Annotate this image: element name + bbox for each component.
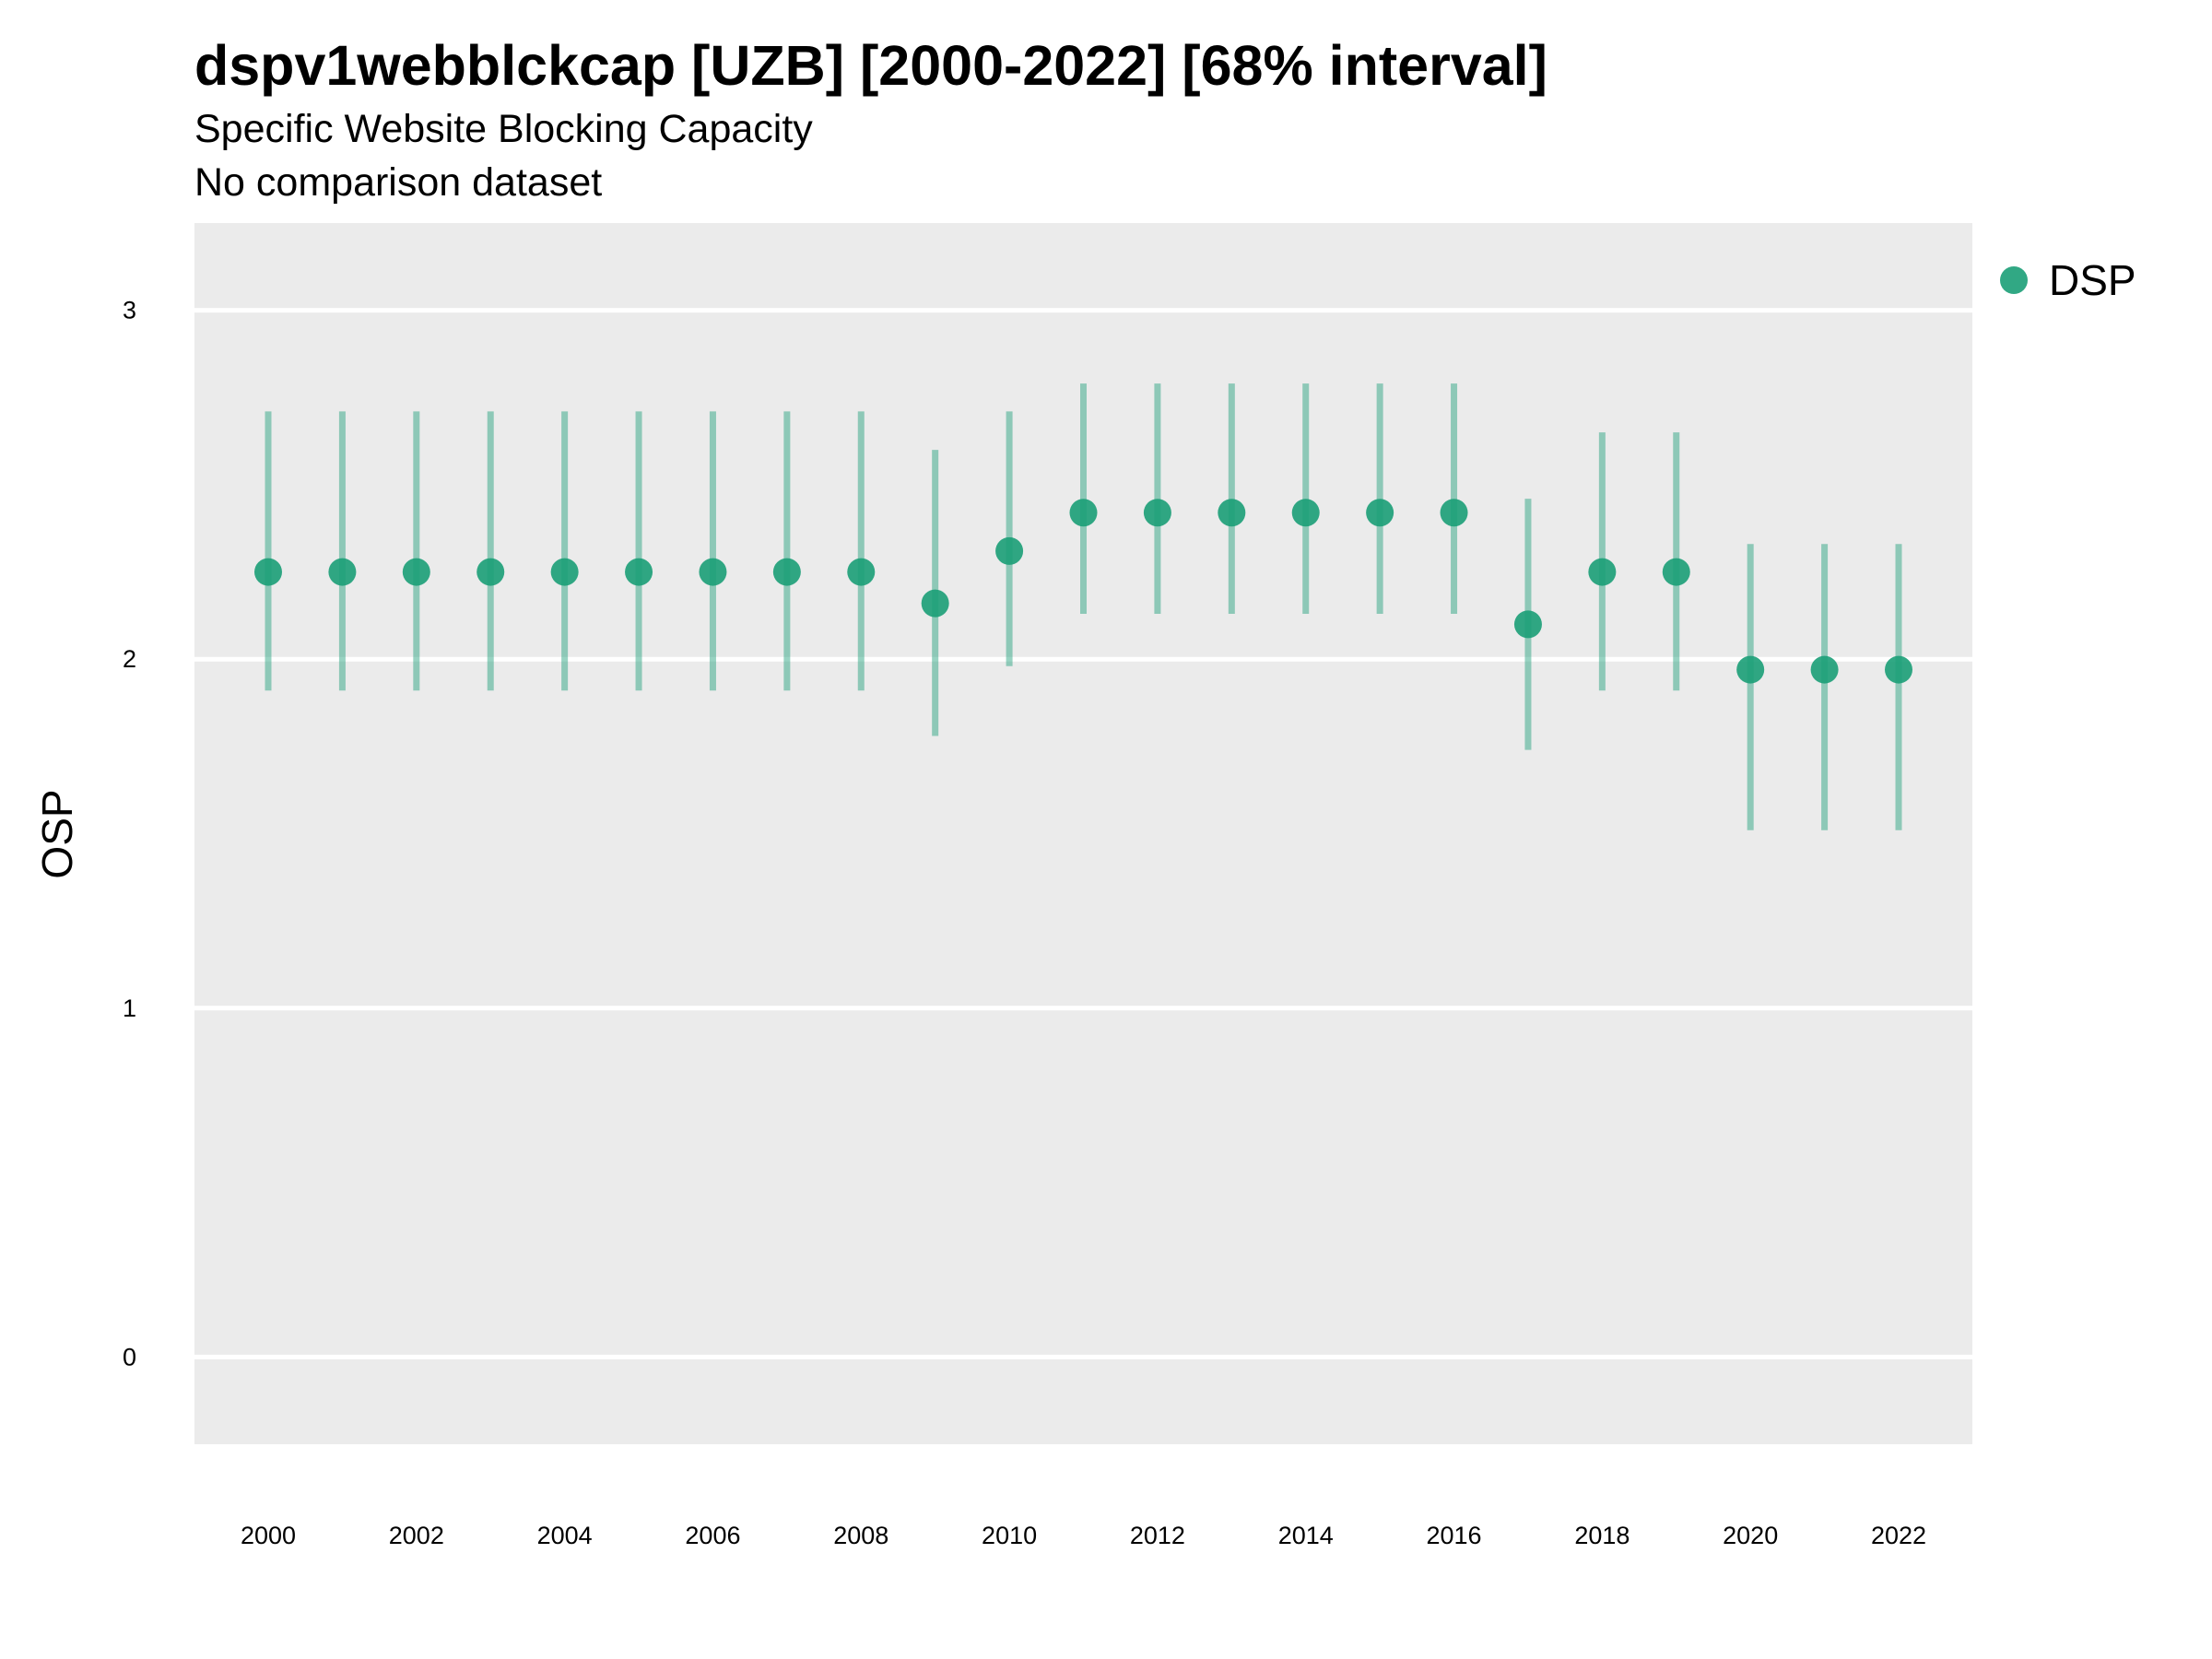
chart-caption: No comparison dataset — [194, 160, 603, 205]
data-point-2000 — [254, 558, 282, 586]
data-point-2001 — [328, 558, 357, 586]
data-point-2016 — [1440, 499, 1468, 527]
data-points — [254, 499, 1912, 684]
data-point-2018 — [1588, 558, 1617, 586]
data-point-2019 — [1662, 558, 1690, 586]
legend-dsp-marker-icon — [2000, 266, 2028, 294]
x-tick-label: 2006 — [685, 1522, 740, 1549]
data-point-2011 — [1069, 499, 1098, 527]
data-point-2003 — [477, 558, 505, 586]
data-point-2014 — [1291, 499, 1320, 527]
x-tick-label: 2018 — [1574, 1522, 1630, 1549]
chart-title: dspv1webblckcap [UZB] [2000-2022] [68% i… — [194, 34, 1547, 97]
legend-label: DSP — [2049, 256, 2136, 304]
data-point-2004 — [550, 558, 579, 586]
x-tick-label: 2008 — [833, 1522, 888, 1549]
data-point-2017 — [1513, 610, 1542, 639]
x-tick-label: 2014 — [1278, 1522, 1334, 1549]
x-tick-label: 2020 — [1723, 1522, 1778, 1549]
x-tick-label: 2002 — [389, 1522, 444, 1549]
error-bars — [265, 383, 1902, 830]
x-axis-ticks: 2000 2002 2004 2006 2008 2010 2012 2014 2016 2018… — [241, 1522, 1926, 1549]
x-tick-label: 2000 — [241, 1522, 296, 1549]
x-tick-label: 2012 — [1130, 1522, 1185, 1549]
data-point-2009 — [921, 589, 949, 618]
data-point-2020 — [1736, 655, 1765, 684]
data-point-2008 — [847, 558, 876, 586]
data-point-2021 — [1810, 655, 1839, 684]
y-axis-ticks: 0 1 2 3 — [123, 297, 136, 1371]
data-point-2015 — [1366, 499, 1394, 527]
legend: DSP — [2000, 251, 2136, 310]
y-axis-label: OSP — [33, 789, 81, 878]
data-point-2007 — [772, 558, 801, 586]
grid-lines — [194, 308, 1972, 1359]
y-tick-label: 3 — [123, 297, 136, 324]
data-point-2006 — [699, 558, 727, 586]
data-point-2005 — [625, 558, 653, 586]
data-point-2012 — [1143, 499, 1171, 527]
x-tick-label: 2010 — [982, 1522, 1037, 1549]
plot-panel — [194, 223, 1972, 1444]
y-tick-label: 1 — [123, 994, 136, 1022]
x-tick-label: 2004 — [537, 1522, 593, 1549]
data-point-2013 — [1218, 499, 1246, 527]
y-tick-label: 0 — [123, 1343, 136, 1371]
y-tick-label: 2 — [123, 645, 136, 673]
chart-subtitle: Specific Website Blocking Capacity — [194, 107, 813, 151]
x-tick-label: 2022 — [1871, 1522, 1926, 1549]
data-point-2002 — [402, 558, 430, 586]
data-point-2022 — [1885, 655, 1912, 684]
x-tick-label: 2016 — [1427, 1522, 1482, 1549]
data-point-2010 — [995, 536, 1024, 565]
